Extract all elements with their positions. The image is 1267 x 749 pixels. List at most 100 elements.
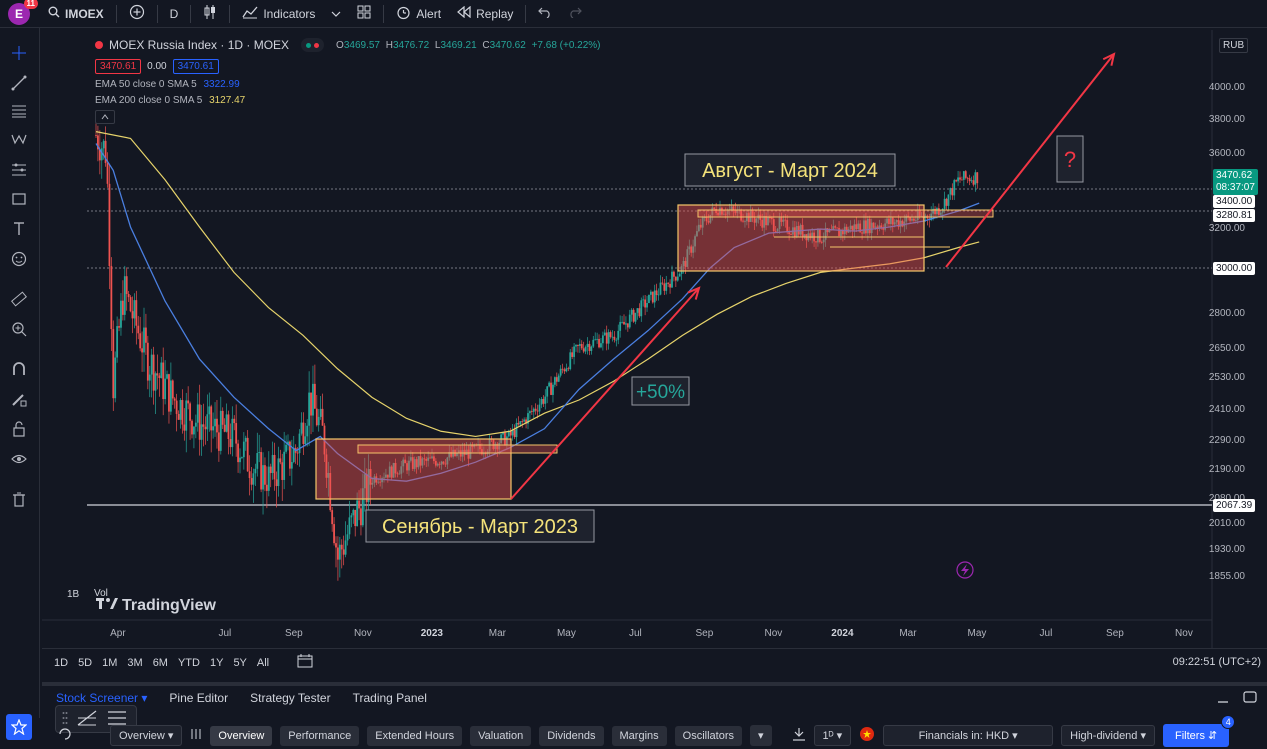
panel-tab-stock-screener[interactable]: Stock Screener ▾ [56,691,148,705]
trend-lines-icon[interactable] [76,709,98,730]
candle-body [544,396,547,404]
indicators-button[interactable]: Indicators [234,0,323,28]
panel-tab-trading-panel[interactable]: Trading Panel [352,691,427,705]
panel-tab-pine-editor[interactable]: Pine Editor [169,691,229,705]
timeframe-1y[interactable]: 1Y [209,656,224,669]
trash-icon[interactable] [8,488,30,510]
candle-body [865,220,867,234]
menu-lines-icon[interactable] [106,709,128,730]
ema50-line[interactable] [95,143,980,482]
screener-tab-oscillators[interactable]: Oscillators [674,725,742,746]
trend-line-icon[interactable] [8,72,30,94]
watchlist-star-button[interactable] [6,714,32,740]
price-chart[interactable]: Сенябрь - Март 2023 Август - Март 2024 +50… [42,30,1267,648]
candle-body [692,246,695,253]
clock[interactable]: 09:22:51 (UTC+2) [1172,656,1261,668]
magnet-icon[interactable] [8,358,30,380]
pane-label-vol[interactable]: Vol [94,588,108,599]
timeframe-1m[interactable]: 1M [102,656,118,669]
forecast-arrow-2024-head [1102,52,1116,66]
symbol-status-dot [95,41,103,49]
maximize-icon[interactable] [1243,690,1257,706]
zoom-in-icon[interactable] [8,318,30,340]
timeframe-3m[interactable]: 3M [127,656,143,669]
compare-button[interactable] [121,0,153,28]
refresh-icon[interactable] [58,727,72,744]
lock-icon[interactable] [8,418,30,440]
candle-body [302,422,305,444]
ema200-legend[interactable]: EMA 200 close 0 SMA 5 3127.47 [95,95,604,106]
replay-button[interactable]: Replay [449,0,521,28]
eye-icon[interactable] [8,448,30,470]
candle-body [300,422,303,434]
screener-view-dropdown[interactable]: Overview ▾ [110,725,183,746]
interval-button[interactable]: D [169,6,179,21]
prediction-icon[interactable] [8,158,30,180]
candle-body [571,352,574,357]
fib-retracement-icon[interactable] [8,100,30,122]
screener-preset-dropdown[interactable]: High-dividend ▾ [1061,725,1155,746]
price-tick-label: 2080.00 [1209,493,1246,504]
financials-currency-dropdown[interactable]: Financials in: HKD ▾ [883,725,1054,746]
screener-tab-performance[interactable]: Performance [280,725,360,746]
user-avatar[interactable]: E 11 [8,0,38,25]
timeframe-ytd[interactable]: YTD [177,656,200,669]
currency-selector[interactable]: RUB [1219,38,1249,53]
timeframe-5d[interactable]: 5D [78,656,93,669]
ema200-line[interactable] [95,131,980,438]
buy-price[interactable]: 3470.61 [172,59,219,74]
market-status[interactable] [301,38,325,52]
screener-tab-valuation[interactable]: Valuation [470,725,532,746]
emoji-icon[interactable] [8,248,30,270]
candle-body [106,163,109,184]
timeframe-all[interactable]: All [256,656,270,669]
hong-kong-flag-icon[interactable] [859,726,875,745]
timeframe-6m[interactable]: 6M [152,656,168,669]
floating-drawing-tools[interactable] [55,705,137,733]
timeframe-5y[interactable]: 5Y [233,656,247,669]
candle-body [532,408,535,412]
ruler-icon[interactable] [8,288,30,310]
time-tick-label: Jul [629,628,642,639]
screener-tab-extended-hours[interactable]: Extended Hours [367,725,463,746]
pencil-lock-icon[interactable] [8,388,30,410]
sell-price[interactable]: 3470.61 [95,59,142,74]
legend-title[interactable]: MOEX Russia Index · 1D · MOEX [109,38,290,52]
candle-body [285,444,287,452]
screener-tab-margins[interactable]: Margins [611,725,667,746]
ema50-legend[interactable]: EMA 50 close 0 SMA 5 3322.99 [95,79,604,90]
drag-handle-icon[interactable] [62,711,68,728]
filters-button[interactable]: Filters ⇵ 4 [1163,715,1236,747]
minimize-icon[interactable] [1217,691,1229,706]
pattern-icon[interactable] [8,128,30,150]
layouts-button[interactable] [349,0,379,28]
rectangle-icon[interactable] [8,188,30,210]
date-range-icon[interactable] [297,654,313,671]
download-icon[interactable] [792,727,806,744]
undo-button[interactable] [530,0,560,28]
text-icon[interactable] [8,218,30,240]
symbol-search[interactable]: IMOEX [40,0,112,28]
columns-icon[interactable] [190,728,202,743]
chart-pane[interactable]: Сенябрь - Март 2023 Август - Март 2024 +50… [42,30,1267,648]
more-tabs-button[interactable]: ▾ [749,725,772,746]
chart-type-button[interactable] [195,0,225,28]
panel-tab-strategy-tester[interactable]: Strategy Tester [250,691,331,705]
templates-dropdown[interactable] [323,0,349,28]
candle-body [118,326,120,328]
candle-body [204,426,207,430]
candle-body [793,227,796,238]
candle-body [751,210,754,218]
alert-button[interactable]: Alert [388,0,449,28]
status-dot-icon [306,42,312,48]
candle-body [552,384,554,395]
forecast-arrow-2024 [945,53,1115,268]
candle-body [114,357,117,399]
collapse-legend-button[interactable] [95,110,115,124]
timeframe-1d[interactable]: 1D [54,656,69,669]
screener-tab-overview[interactable]: Overview [210,725,273,746]
interval-dropdown[interactable]: 1ᴰ ▾ [813,725,852,746]
redo-button[interactable] [560,0,590,28]
screener-tab-dividends[interactable]: Dividends [539,725,604,746]
crosshair-icon[interactable] [8,42,30,64]
